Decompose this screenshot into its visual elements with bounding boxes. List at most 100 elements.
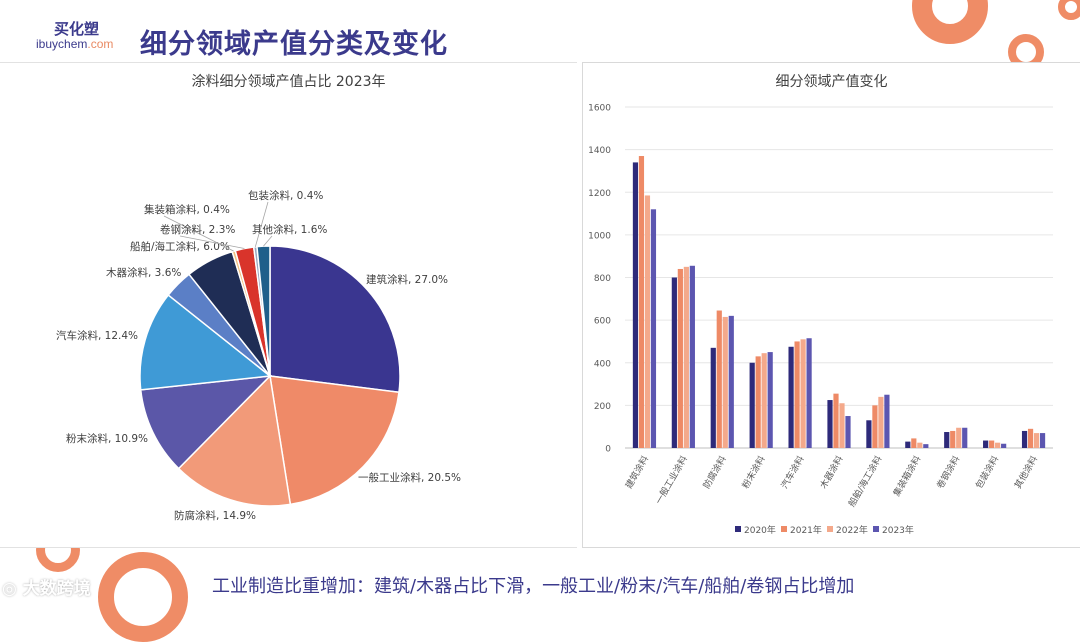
pie-leader-line — [163, 215, 234, 252]
bar-2021年-船舶/海工涂料 — [872, 405, 878, 449]
bar-2023年-集装箱涂料 — [923, 444, 929, 448]
bar-2021年-包装涂料 — [989, 440, 995, 448]
x-tick-label: 粉末涂料 — [739, 454, 767, 491]
bar-2022年-包装涂料 — [995, 442, 1001, 448]
pie-label-5: 汽车涂料, 12.4% — [56, 329, 138, 342]
bar-2020年-包装涂料 — [983, 440, 989, 448]
bar-2023年-包装涂料 — [1001, 443, 1007, 448]
bar-2021年-卷钢涂料 — [950, 430, 956, 448]
pie-label-7: 船舶/海工涂料, 6.0% — [130, 240, 230, 253]
bar-2023年-一般工业涂料 — [689, 265, 695, 448]
bar-2022年-防腐涂料 — [722, 316, 728, 448]
bar-2020年-集装箱涂料 — [905, 441, 911, 448]
x-tick-label: 一般工业涂料 — [653, 454, 690, 507]
logo: 买化塑 ibuychem.com — [36, 18, 128, 54]
pie-label-11: 其他涂料, 1.6% — [252, 223, 327, 236]
bar-2021年-建筑涂料 — [638, 156, 645, 448]
pie-leader-line — [254, 201, 269, 247]
pie-label-1: 建筑涂料, 27.0% — [366, 273, 448, 286]
pie-chart-panel: 涂料细分领域产值占比 2023年 建筑涂料, 27.0% 一般工业涂料, 20.5… — [0, 62, 577, 548]
bar-2020年-卷钢涂料 — [944, 432, 950, 448]
bar-2022年-一般工业涂料 — [683, 266, 689, 448]
x-tick-label: 建筑涂料 — [623, 454, 651, 491]
deco-ring-top-corner — [1058, 0, 1080, 20]
y-tick-label: 600 — [594, 317, 611, 327]
bar-2022年-集装箱涂料 — [917, 442, 923, 448]
bar-2020年-汽车涂料 — [788, 346, 794, 448]
deco-ring-top-large — [912, 0, 988, 44]
bar-2023年-建筑涂料 — [650, 209, 657, 448]
x-tick-label: 防腐涂料 — [700, 454, 728, 491]
watermark: ◎ 大数跨境 — [2, 574, 91, 599]
footer-summary: 工业制造比重增加：建筑/木器占比下滑，一般工业/粉末/汽车/船舶/卷钢占比增加 — [212, 576, 855, 597]
bar-2021年-集装箱涂料 — [911, 438, 917, 448]
logo-main-text: ibuychem — [36, 37, 88, 51]
legend-label-1: 2020年 — [744, 524, 776, 536]
bar-2022年-其他涂料 — [1033, 433, 1040, 448]
pie-label-8: 集装箱涂料, 0.4% — [144, 203, 230, 216]
bar-chart-panel: 细分领域产值变化 0 200 400 600 800 1000 1200 1400 1600 建筑… — [582, 62, 1080, 548]
bar-2023年-船舶/海工涂料 — [884, 394, 890, 448]
bar-2021年-一般工业涂料 — [677, 268, 683, 448]
bar-2020年-木器涂料 — [827, 400, 833, 448]
legend-label-2: 2021年 — [790, 524, 822, 536]
bar-2023年-防腐涂料 — [728, 315, 734, 448]
y-tick-label: 1200 — [588, 189, 611, 199]
bar-2022年-卷钢涂料 — [956, 427, 962, 448]
pie-slice-4 — [139, 375, 273, 470]
x-tick-label: 船舶/海工涂料 — [846, 454, 885, 509]
bar-chart: 0 200 400 600 800 1000 1200 1400 1600 建筑涂料 一般工业涂料防… — [588, 104, 1053, 536]
y-tick-label: 1600 — [588, 104, 611, 114]
page-title: 细分领域产值分类及变化 — [140, 29, 448, 60]
x-tick-label: 木器涂料 — [817, 454, 845, 491]
logo-top-text: 买化塑 — [54, 20, 100, 38]
x-tick-label: 汽车涂料 — [778, 454, 806, 491]
bar-2021年-粉末涂料 — [755, 356, 761, 448]
pie-leader-line — [179, 235, 245, 249]
logo-domain: ibuychem.com — [36, 37, 113, 51]
legend-swatch-4 — [873, 526, 879, 532]
pie-label-6: 木器涂料, 3.6% — [106, 266, 181, 279]
legend-swatch-2 — [781, 526, 787, 532]
bar-2022年-粉末涂料 — [761, 353, 767, 448]
pie-chart-title: 涂料细分领域产值占比 2023年 — [191, 74, 386, 90]
bar-2022年-汽车涂料 — [800, 339, 806, 448]
pie-label-3: 防腐涂料, 14.9% — [174, 509, 256, 522]
pie-label-10: 包装涂料, 0.4% — [248, 189, 323, 202]
bar-2020年-一般工业涂料 — [671, 277, 677, 448]
y-tick-label: 1400 — [588, 146, 611, 156]
x-tick-label: 包装涂料 — [973, 454, 1001, 491]
pie-slice-2 — [269, 375, 400, 506]
pie-label-4: 粉末涂料, 10.9% — [66, 432, 148, 445]
pie-slice-11 — [256, 245, 271, 377]
bar-2023年-汽车涂料 — [806, 338, 812, 448]
bar-2023年-木器涂料 — [845, 416, 851, 448]
y-tick-label: 0 — [605, 445, 611, 455]
bar-2021年-木器涂料 — [833, 393, 839, 448]
bar-2022年-木器涂料 — [839, 403, 845, 448]
bar-2021年-防腐涂料 — [716, 310, 722, 448]
bar-2020年-船舶/海工涂料 — [866, 420, 872, 448]
bar-2020年-防腐涂料 — [710, 347, 716, 448]
pie-leader-line — [263, 235, 273, 247]
bar-2022年-船舶/海工涂料 — [878, 396, 884, 448]
watermark-icon: ◎ — [2, 579, 23, 599]
y-tick-label: 1000 — [588, 231, 611, 241]
bar-2020年-其他涂料 — [1021, 430, 1028, 448]
bar-2020年-粉末涂料 — [749, 362, 755, 448]
x-tick-label: 集装箱涂料 — [891, 454, 924, 499]
logo-suffix-text: .com — [87, 37, 114, 51]
legend-swatch-1 — [735, 526, 741, 532]
bar-2023年-粉末涂料 — [767, 352, 773, 448]
y-tick-label: 400 — [594, 359, 611, 369]
bar-2020年-建筑涂料 — [632, 162, 639, 448]
pie-slice-5 — [139, 293, 272, 391]
deco-ring-bottom-large — [98, 552, 188, 642]
bar-2021年-其他涂料 — [1027, 428, 1034, 448]
bar-chart-title: 细分领域产值变化 — [775, 74, 888, 90]
pie-chart: 建筑涂料, 27.0% 一般工业涂料, 20.5% 防腐涂料, 14.9% 粉末涂料,… — [56, 189, 461, 522]
legend-label-3: 2022年 — [836, 524, 868, 536]
legend-label-4: 2023年 — [882, 524, 914, 536]
bar-2022年-建筑涂料 — [644, 195, 651, 448]
bar-2023年-卷钢涂料 — [962, 427, 968, 448]
